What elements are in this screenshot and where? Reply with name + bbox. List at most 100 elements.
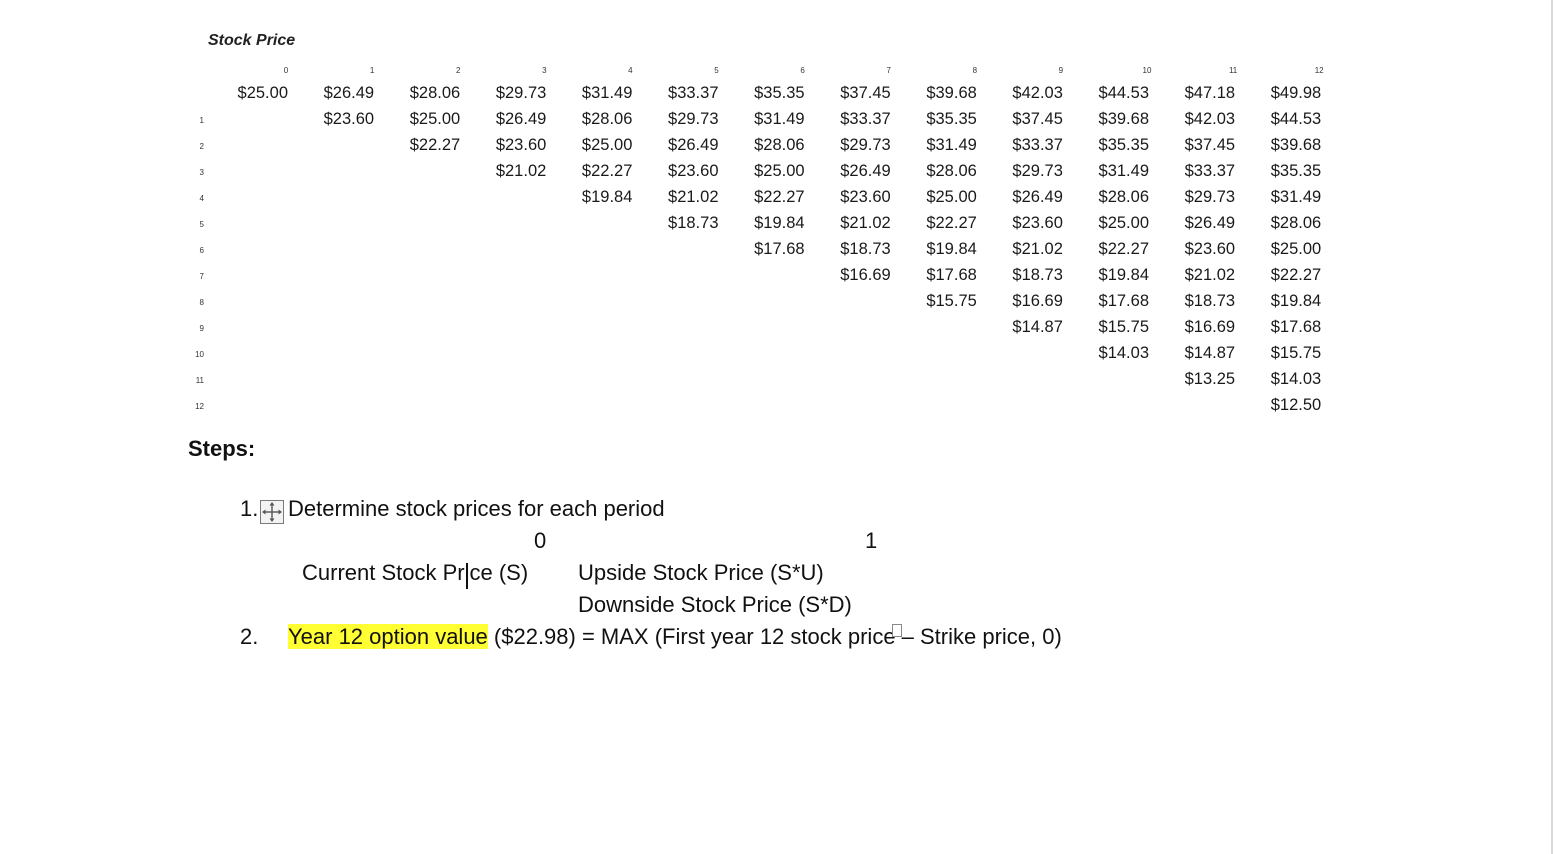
price-cell: $22.27 (409, 136, 461, 154)
price-cell: $42.03 (1184, 110, 1236, 128)
price-cell: $23.60 (1012, 214, 1063, 232)
price-cell: $25.00 (1098, 214, 1149, 232)
price-cell: $25.00 (409, 110, 461, 128)
price-cell: $39.68 (1270, 136, 1322, 154)
price-cell: $29.73 (840, 136, 891, 154)
price-cell: $22.27 (581, 162, 633, 180)
price-cell: $42.03 (1012, 84, 1063, 102)
row-header: 4 (199, 194, 204, 203)
price-cell: $21.02 (668, 188, 719, 206)
current-stock-price-label: Current Stock Price (S) (302, 560, 529, 585)
price-cell: $16.69 (840, 266, 891, 284)
price-cell: $28.06 (1098, 188, 1149, 206)
move-handle-icon[interactable] (260, 500, 284, 524)
price-cell: $39.68 (1098, 110, 1149, 128)
price-cell: $33.37 (1012, 136, 1063, 154)
price-cell: $17.68 (1098, 292, 1149, 310)
price-cell: $19.84 (926, 240, 977, 258)
row-header: 3 (199, 168, 204, 177)
price-cell: $25.00 (581, 136, 633, 154)
row-header: 8 (199, 298, 204, 307)
price-cell: $25.00 (237, 84, 288, 102)
price-cell: $35.35 (754, 84, 805, 102)
column-header: 11 (1228, 66, 1238, 75)
price-cell: $49.98 (1270, 84, 1322, 102)
price-cell: $18.73 (840, 240, 891, 258)
column-header: 3 (542, 66, 547, 75)
column-header: 5 (714, 66, 719, 75)
price-cell: $29.73 (1012, 162, 1063, 180)
step-2-text: ($22.98) = MAX (First year 12 stock pric… (487, 624, 1062, 649)
price-cell: $44.53 (1098, 84, 1149, 102)
step-1-number: 1. (240, 496, 259, 521)
price-cell: $14.87 (1012, 318, 1063, 336)
row-header: 9 (199, 324, 204, 333)
price-cell: $29.73 (668, 110, 719, 128)
stock-price-tree-table: 0 1 2 3 4 5 6 7 8 9 10 11 12 1 2 3 4 5 6 7 8 9 10 11 12 $25.00 $26… (195, 66, 1324, 414)
price-cell: $26.49 (495, 110, 547, 128)
price-cell: $44.53 (1270, 110, 1322, 128)
price-cell: $31.49 (926, 136, 977, 154)
row-header: 6 (199, 246, 204, 255)
price-cell: $15.75 (1098, 318, 1149, 336)
step-2-line: Year 12 option value ($22.98) = MAX (Fir… (288, 624, 1062, 650)
downside-stock-price-label: Downside Stock Price (S*D) (578, 592, 852, 617)
column-header: 8 (972, 66, 978, 75)
price-cell: $33.37 (840, 110, 891, 128)
price-cell: $28.06 (581, 110, 633, 128)
column-header: 1 (369, 66, 375, 75)
price-cell: $26.49 (840, 162, 891, 180)
price-cell: $17.68 (1270, 318, 1322, 336)
price-cell: $12.50 (1270, 396, 1322, 414)
price-cell: $22.27 (1098, 240, 1149, 258)
price-cell: $23.60 (1184, 240, 1236, 258)
price-cell: $37.45 (840, 84, 891, 102)
price-cell: $14.87 (1184, 344, 1236, 362)
period-1-label: 1 (865, 528, 878, 553)
price-cell: $31.49 (1270, 188, 1322, 206)
price-cell: $37.45 (1184, 136, 1236, 154)
price-cell: $21.02 (495, 162, 547, 180)
price-cell: $23.60 (668, 162, 719, 180)
price-cell: $13.25 (1184, 370, 1236, 388)
price-cell: $14.03 (1098, 344, 1149, 362)
price-cell: $18.73 (668, 214, 719, 232)
row-header: 1 (199, 116, 204, 125)
column-header: 6 (800, 66, 805, 75)
price-cell: $21.02 (1012, 240, 1063, 258)
price-cell: $21.02 (1184, 266, 1236, 284)
column-header: 2 (455, 66, 461, 75)
price-cell: $21.02 (840, 214, 891, 232)
price-cell: $35.35 (1270, 162, 1322, 180)
price-cell: $17.68 (926, 266, 977, 284)
column-header: 7 (886, 66, 891, 75)
price-cell: $26.49 (668, 136, 719, 154)
row-header: 2 (199, 142, 204, 151)
price-cell: $22.27 (754, 188, 805, 206)
price-cell: $23.60 (323, 110, 375, 128)
price-cell: $25.00 (754, 162, 805, 180)
price-cell: $26.49 (323, 84, 375, 102)
column-header: 4 (628, 66, 633, 75)
price-cell: $25.00 (1270, 240, 1322, 258)
row-header: 7 (199, 272, 204, 281)
price-cell: $18.73 (1184, 292, 1236, 310)
price-cell: $16.69 (1012, 292, 1063, 310)
row-header: 11 (195, 376, 204, 385)
price-cell: $29.73 (495, 84, 547, 102)
steps-heading: Steps: (188, 436, 256, 461)
price-cell: $31.49 (581, 84, 633, 102)
price-cell: $33.37 (668, 84, 719, 102)
column-header: 10 (1142, 66, 1152, 75)
page-edge-divider (1551, 0, 1553, 854)
price-cell: $14.03 (1270, 370, 1322, 388)
step-1-text: Determine stock prices for each period (288, 496, 665, 521)
price-cell: $22.27 (1270, 266, 1322, 284)
price-cell: $19.84 (581, 188, 633, 206)
price-cell: $28.06 (754, 136, 805, 154)
price-cell: $15.75 (1270, 344, 1322, 362)
price-cell: $31.49 (754, 110, 805, 128)
price-cell: $28.06 (926, 162, 977, 180)
price-cell: $47.18 (1184, 84, 1236, 102)
price-cell: $18.73 (1012, 266, 1063, 284)
